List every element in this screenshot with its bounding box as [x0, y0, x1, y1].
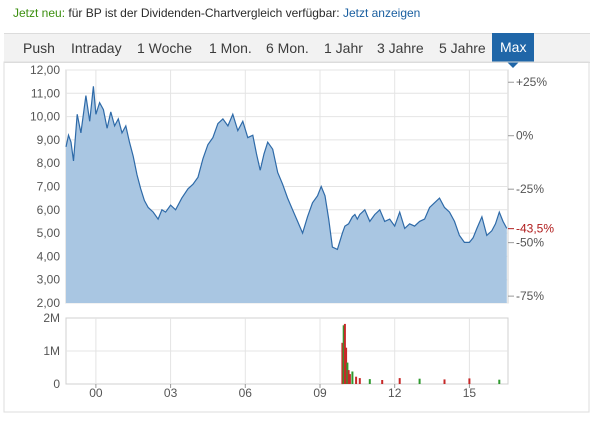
chart-outer-frame [3, 61, 590, 413]
volume-bar [346, 362, 349, 384]
volume-bar [358, 378, 361, 384]
tab-intraday[interactable]: Intraday [71, 40, 122, 56]
x-tick-label: 03 [164, 386, 178, 400]
volume-bar [343, 323, 346, 384]
tab-push[interactable]: Push [23, 40, 55, 56]
price-line [65, 86, 508, 251]
notice-text: für BP ist der Dividenden-Chartvergleich… [65, 6, 343, 20]
tab-6-mon[interactable]: 6 Mon. [266, 40, 309, 56]
y-tick-label: 9,00 [37, 133, 61, 147]
dividend-notice: Jetzt neu: für BP ist der Dividenden-Cha… [13, 6, 420, 20]
tab-3-jahre[interactable]: 3 Jahre [377, 40, 424, 56]
timeframe-tabs: Push Intraday 1 Woche 1 Mon. 6 Mon. 1 Ja… [4, 33, 590, 68]
y-tick-label: 4,00 [37, 249, 61, 263]
volume-bar [443, 379, 446, 384]
notice-lead: Jetzt neu: [13, 6, 66, 20]
volume-bar [468, 378, 471, 384]
volume-bar [418, 378, 421, 384]
right-tick-label: 0% [516, 129, 534, 143]
price-series: -43,5% [65, 86, 554, 303]
volume-bar [342, 325, 345, 384]
x-tick-label: 06 [239, 386, 253, 400]
right-tick-label: -25% [516, 182, 544, 196]
volume-bar [368, 379, 371, 384]
volume-bar [347, 370, 350, 384]
y-tick-label: 7,00 [37, 180, 61, 194]
y-tick-label: 6,00 [37, 203, 61, 217]
x-tick-label: 00 [89, 386, 103, 400]
y-tick-label: 5,00 [37, 226, 61, 240]
y-tick-label: 11,00 [31, 86, 60, 100]
y-tick-label: 10,00 [30, 110, 60, 124]
current-value-label: -43,5% [516, 222, 554, 236]
y-tick-label: 8,00 [37, 156, 61, 170]
volume-bar [355, 376, 358, 384]
tab-1-mon[interactable]: 1 Mon. [209, 40, 252, 56]
right-tick-label: +25% [516, 75, 547, 89]
tab-1-jahr[interactable]: 1 Jahr [324, 40, 363, 56]
x-tick-label: 12 [388, 386, 402, 400]
volume-bar [345, 347, 348, 384]
volume-bar [498, 379, 501, 384]
volume-bar [348, 374, 351, 384]
y-tick-label: 3,00 [37, 273, 61, 287]
right-tick-label: -50% [516, 236, 544, 250]
tab-max[interactable]: Max [492, 33, 535, 68]
tab-1-woche[interactable]: 1 Woche [137, 40, 192, 56]
x-tick-label: 09 [313, 386, 327, 400]
notice-link[interactable]: Jetzt anzeigen [342, 6, 421, 20]
tab-5-jahre[interactable]: 5 Jahre [439, 40, 486, 56]
volume-tick-label: 0 [53, 377, 60, 391]
volume-series [341, 323, 501, 385]
volume-bar [381, 380, 384, 384]
volume-tick-label: 2M [43, 311, 60, 325]
axis-labels: 12,00 11,00 10,00 9,00 8,00 7,00 6,00 5,00 4,00 3… [30, 63, 547, 400]
right-tick-label: -75% [516, 289, 544, 303]
x-tick-label: 15 [463, 386, 477, 400]
y-tick-label: 2,00 [37, 296, 61, 310]
volume-tick-label: 1M [43, 344, 60, 358]
y-tick-label: 12,00 [30, 63, 60, 77]
volume-bar [341, 342, 344, 385]
volume-bar [398, 378, 401, 384]
price-area [66, 86, 507, 303]
volume-bar [351, 371, 354, 384]
